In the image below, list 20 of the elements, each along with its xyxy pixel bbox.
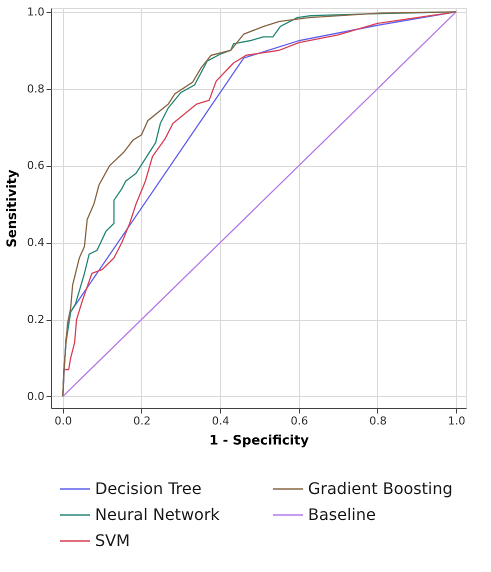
y-tick-label: 0.2	[27, 313, 44, 326]
y-tick-label: 1.0	[27, 5, 44, 18]
legend-label: Neural Network	[95, 505, 220, 524]
y-tick-label: 0.4	[27, 236, 44, 250]
x-tick-label: 0.8	[369, 414, 387, 428]
y-tick-label: 0.8	[27, 82, 44, 96]
legend-label: Baseline	[308, 505, 376, 524]
x-axis-title: 1 - Specificity	[209, 434, 310, 448]
line-series	[62, 11, 457, 398]
legend-label: SVM	[95, 531, 130, 550]
y-tick-label: 0.6	[27, 159, 44, 172]
x-tick-label: 0.2	[133, 414, 151, 428]
y-tick-label: 0.0	[27, 390, 44, 403]
y-axis-title: Sensitivity	[5, 169, 20, 248]
legend-label: Decision Tree	[95, 479, 202, 498]
legend-label: Gradient Boosting	[308, 479, 453, 498]
x-tick-label: 0.4	[212, 414, 230, 428]
x-tick-label: 1.0	[448, 414, 466, 428]
x-tick-label: 0.0	[54, 414, 72, 428]
x-tick-label: 0.6	[290, 414, 308, 428]
